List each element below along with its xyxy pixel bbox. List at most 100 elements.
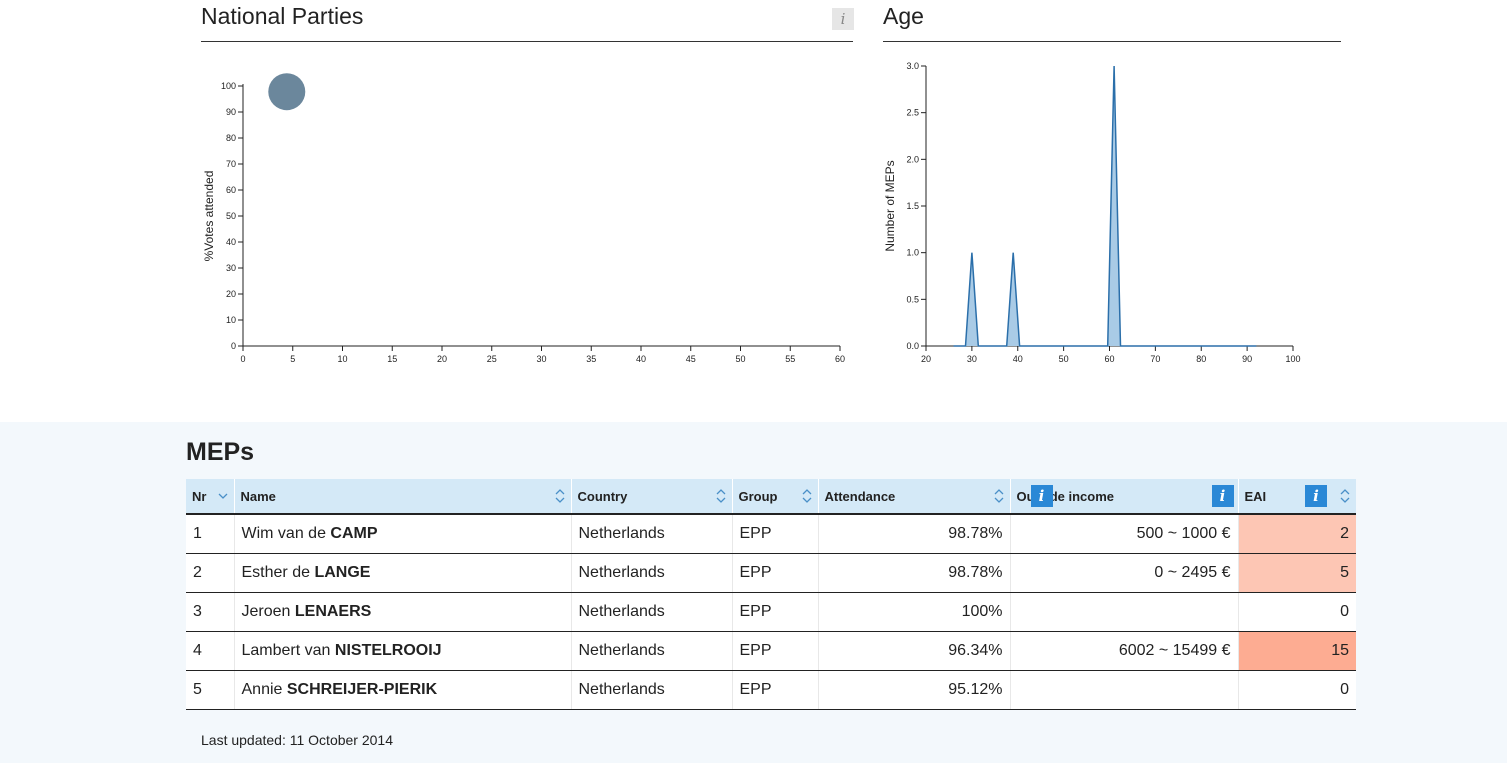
y-tick-label: 0.5	[906, 294, 919, 304]
info-icon[interactable]: i	[1305, 485, 1327, 507]
y-axis-title: %Votes attended	[202, 171, 216, 262]
sort-icon[interactable]	[802, 488, 812, 504]
table-row[interactable]: 3 Jeroen LENAERS Netherlands EPP 100% 0	[186, 592, 1356, 632]
cell-group: EPP	[732, 514, 819, 554]
y-tick-label: 100	[221, 81, 236, 91]
column-header-name-label: Name	[240, 488, 276, 504]
cell-name[interactable]: Esther de LANGE	[234, 553, 572, 593]
y-tick-label: 1.5	[906, 201, 919, 211]
cell-group: EPP	[732, 592, 819, 632]
cell-name[interactable]: Annie SCHREIJER-PIERIK	[234, 670, 572, 710]
cell-attendance: 96.34%	[818, 631, 1011, 671]
mep-last-name: LENAERS	[294, 603, 372, 620]
cell-group: EPP	[732, 553, 819, 593]
cell-nr: 1	[186, 514, 235, 554]
y-tick-label: 1.0	[906, 248, 919, 258]
cell-country: Netherlands	[571, 670, 733, 710]
meps-title: MEPs	[186, 438, 255, 466]
table-row[interactable]: 2 Esther de LANGE Netherlands EPP 98.78%…	[186, 553, 1356, 593]
mep-last-name: CAMP	[330, 525, 378, 542]
column-header-nr[interactable]: Nr	[186, 479, 235, 515]
x-tick-label: 50	[1059, 354, 1069, 364]
cell-country: Netherlands	[571, 592, 733, 632]
age-divider	[883, 41, 1341, 42]
x-tick-label: 30	[536, 354, 546, 364]
mep-first-name: Annie	[241, 681, 283, 698]
x-tick-label: 100	[1285, 354, 1300, 364]
age-area-line	[953, 65, 1257, 347]
mep-first-name: Lambert van	[241, 642, 331, 659]
x-tick-label: 60	[835, 354, 845, 364]
column-header-group[interactable]: Group	[732, 479, 819, 515]
x-tick-label: 20	[921, 354, 931, 364]
x-tick-label: 0	[240, 354, 245, 364]
cell-nr: 3	[186, 592, 235, 632]
last-updated: Last updated: 11 October 2014	[201, 732, 393, 748]
sort-icon[interactable]	[1340, 488, 1350, 504]
y-tick-label: 70	[226, 159, 236, 169]
cell-outside-income: 500 ~ 1000 €	[1010, 514, 1239, 554]
sort-desc-icon[interactable]	[218, 488, 228, 504]
mep-last-name: SCHREIJER-PIERIK	[286, 681, 438, 698]
cell-eai: 2	[1238, 514, 1356, 554]
x-tick-label: 80	[1196, 354, 1206, 364]
cell-eai: 5	[1238, 553, 1356, 593]
cell-outside-income	[1010, 670, 1239, 710]
column-header-attendance[interactable]: Attendance	[818, 479, 1011, 515]
y-tick-label: 30	[226, 263, 236, 273]
x-tick-label: 20	[437, 354, 447, 364]
x-tick-label: 35	[586, 354, 596, 364]
x-tick-label: 45	[686, 354, 696, 364]
x-tick-label: 50	[735, 354, 745, 364]
column-header-name[interactable]: Name	[234, 479, 572, 515]
y-tick-label: 80	[226, 133, 236, 143]
column-header-outside-income[interactable]: Outside income i i	[1010, 479, 1239, 515]
cell-eai: 0	[1238, 670, 1356, 710]
national-parties-title: National Parties	[201, 3, 364, 29]
info-icon[interactable]: i	[1030, 485, 1053, 507]
cell-name[interactable]: Wim van de CAMP	[234, 514, 572, 554]
table-row[interactable]: 4 Lambert van NISTELROOIJ Netherlands EP…	[186, 631, 1356, 671]
x-tick-label: 90	[1242, 354, 1252, 364]
x-tick-label: 5	[290, 354, 295, 364]
mep-first-name: Esther de	[241, 564, 310, 581]
y-tick-label: 10	[226, 315, 236, 325]
national-parties-divider	[201, 41, 853, 42]
mep-last-name: NISTELROOIJ	[334, 642, 442, 659]
y-tick-label: 2.0	[906, 154, 919, 164]
sort-icon[interactable]	[994, 488, 1004, 504]
cell-name[interactable]: Jeroen LENAERS	[234, 592, 572, 632]
mep-first-name: Wim van de	[241, 525, 326, 542]
column-header-group-label: Group	[738, 488, 778, 504]
national-parties-info-icon[interactable]: i	[832, 8, 854, 30]
cell-eai: 0	[1238, 592, 1356, 632]
age-title: Age	[883, 3, 924, 29]
cell-attendance: 98.78%	[818, 553, 1011, 593]
cell-outside-income	[1010, 592, 1239, 632]
x-tick-label: 60	[1104, 354, 1114, 364]
cell-nr: 5	[186, 670, 235, 710]
age-distribution-chart: 0.0 0.5 1.0 1.5 2.0 2.5 3.0 20 30 40 50 60 70 80 90 100…	[883, 61, 1301, 364]
column-header-country-label: Country	[577, 488, 628, 504]
cell-outside-income: 0 ~ 2495 €	[1010, 553, 1239, 593]
column-header-eai-label: EAI	[1244, 488, 1267, 504]
table-row[interactable]: 1 Wim van de CAMP Netherlands EPP 98.78%…	[186, 514, 1356, 554]
meps-table: Nr Name Country Group Attendance Outside…	[186, 479, 1356, 710]
y-tick-label: 50	[226, 211, 236, 221]
column-header-country[interactable]: Country	[571, 479, 733, 515]
cell-nr: 2	[186, 553, 235, 593]
x-tick-label: 70	[1150, 354, 1160, 364]
sort-icon[interactable]	[716, 488, 726, 504]
y-tick-label: 40	[226, 237, 236, 247]
cell-attendance: 98.78%	[818, 514, 1011, 554]
cell-country: Netherlands	[571, 553, 733, 593]
column-header-eai[interactable]: EAI i	[1238, 479, 1356, 515]
sort-icon[interactable]	[555, 488, 565, 504]
y-tick-label: 90	[226, 107, 236, 117]
cell-attendance: 95.12%	[818, 670, 1011, 710]
table-row[interactable]: 5 Annie SCHREIJER-PIERIK Netherlands EPP…	[186, 670, 1356, 710]
column-header-attendance-label: Attendance	[824, 488, 896, 504]
info-icon[interactable]: i	[1211, 485, 1234, 507]
national-parties-scatter-chart: 0 10 20 30 40 50 60 70 80 90 100 0 5 10 15 20 25 30 35 40 45…	[202, 73, 845, 364]
cell-name[interactable]: Lambert van NISTELROOIJ	[234, 631, 572, 671]
